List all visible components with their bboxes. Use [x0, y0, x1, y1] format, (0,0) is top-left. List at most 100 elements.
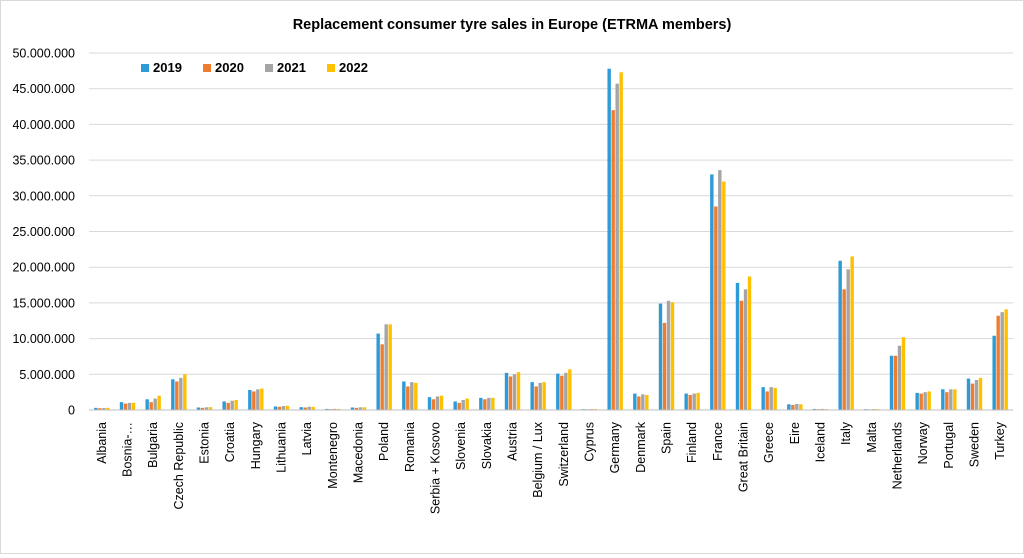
bar-2022 — [850, 256, 854, 410]
x-tick-label: Germany — [608, 421, 622, 473]
y-tick-label: 10.000.000 — [12, 332, 75, 346]
y-tick-label: 15.000.000 — [12, 296, 75, 310]
bar-2020 — [560, 375, 564, 410]
bar-2022 — [516, 372, 521, 410]
bar-2022 — [311, 406, 315, 410]
bar-2020 — [688, 395, 692, 410]
legend-swatch — [265, 64, 273, 72]
bar-2019 — [735, 282, 740, 410]
bar-2020 — [919, 393, 923, 410]
bar-2019 — [273, 406, 278, 410]
bar-2022 — [131, 402, 136, 410]
x-tick-label: Finland — [685, 422, 699, 463]
x-tick-label: Albania — [95, 422, 109, 464]
bar-2021 — [512, 374, 517, 410]
legend-label: 2022 — [339, 60, 368, 75]
gridlines — [89, 52, 1013, 375]
bar-2022 — [747, 276, 752, 410]
bar-2020 — [508, 376, 513, 410]
bar-2022 — [337, 408, 341, 410]
bar-2019 — [992, 335, 996, 410]
x-tick-label: Lithuania — [275, 422, 289, 473]
x-tick-label: Bosnia-… — [121, 422, 135, 477]
bar-2022 — [773, 387, 777, 410]
bar-2021 — [769, 387, 773, 410]
bar-2021 — [410, 382, 414, 410]
bar-2021 — [153, 398, 157, 410]
x-tick-label: Sweden — [968, 422, 982, 467]
y-tick-label: 45.000.000 — [12, 82, 75, 96]
bar-2021 — [307, 406, 311, 410]
x-tick-label: Estonia — [198, 422, 212, 464]
bar-2020 — [765, 391, 769, 410]
x-tick-label: Netherlands — [891, 422, 905, 489]
bar-2019 — [838, 260, 842, 410]
bar-2020 — [98, 408, 102, 410]
bar-2022 — [722, 181, 726, 410]
x-tick-label: Macedonia — [352, 422, 366, 483]
x-tick-label: Latvia — [300, 422, 314, 455]
bar-2020 — [842, 289, 846, 410]
bar-2019 — [453, 401, 457, 410]
x-tick-label: Greece — [762, 422, 776, 463]
bar-2022 — [157, 395, 161, 410]
x-tick-label: Czech Republic — [172, 422, 186, 510]
bar-2021 — [230, 400, 234, 410]
bar-2020 — [303, 407, 307, 410]
bar-2022 — [362, 407, 367, 410]
bar-2019 — [633, 393, 637, 410]
bar-2021 — [435, 396, 440, 410]
bar-2020 — [714, 206, 718, 410]
y-tick-label: 40.000.000 — [12, 118, 75, 132]
bar-2019 — [196, 407, 201, 410]
x-tick-label: Slovakia — [480, 422, 494, 469]
bar-2021 — [333, 408, 337, 410]
bar-2019 — [376, 333, 380, 410]
bar-2019 — [145, 399, 149, 410]
bar-2019 — [299, 407, 303, 410]
x-tick-label: Romania — [403, 422, 417, 472]
bar-2019 — [530, 382, 534, 410]
legend-item: 2019 — [141, 60, 182, 75]
bar-2019 — [684, 393, 688, 410]
x-tick-label: Austria — [506, 422, 520, 461]
chart-title: Replacement consumer tyre sales in Europ… — [293, 17, 732, 33]
bar-2021 — [1000, 312, 1004, 410]
bar-2022 — [208, 407, 213, 410]
y-tick-label: 0 — [68, 404, 75, 418]
x-tick-label: Cyprus — [583, 422, 597, 462]
bar-2021 — [795, 403, 799, 410]
bar-2019 — [710, 174, 714, 410]
bar-2022 — [465, 398, 469, 410]
legend-item: 2020 — [203, 60, 244, 75]
bar-2021 — [923, 392, 927, 410]
bar-2019 — [658, 303, 663, 410]
bar-2020 — [277, 406, 282, 410]
bar-2021 — [897, 345, 902, 410]
bar-2022 — [106, 407, 110, 410]
legend-swatch — [141, 64, 149, 72]
bar-2021 — [256, 389, 260, 410]
bar-2019 — [171, 379, 175, 410]
bar-2020 — [739, 300, 744, 410]
x-tick-label: Malta — [865, 422, 879, 453]
bar-2020 — [637, 396, 641, 410]
legend-label: 2021 — [277, 60, 306, 75]
bar-2020 — [200, 407, 205, 410]
y-tick-label: 25.000.000 — [12, 225, 75, 239]
bar-2019 — [325, 408, 329, 410]
bar-2022 — [696, 392, 700, 410]
bar-2020 — [893, 355, 898, 410]
x-tick-label: Eire — [788, 422, 802, 444]
bar-2021 — [179, 377, 183, 410]
bar-2020 — [380, 344, 384, 410]
bar-2021 — [384, 324, 388, 410]
bar-2022 — [953, 389, 957, 410]
y-tick-label: 30.000.000 — [12, 189, 75, 203]
bar-2022 — [670, 302, 675, 410]
bar-2019 — [761, 387, 765, 410]
legend-item: 2022 — [327, 60, 368, 75]
bar-2021 — [718, 170, 722, 410]
bar-2022 — [542, 382, 546, 410]
